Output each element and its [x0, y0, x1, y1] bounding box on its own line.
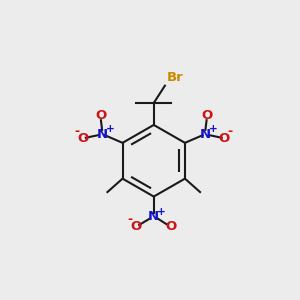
- Text: O: O: [95, 109, 106, 122]
- Text: +: +: [209, 124, 218, 134]
- Text: N: N: [200, 128, 211, 141]
- Text: -: -: [228, 125, 233, 138]
- Text: N: N: [148, 210, 159, 224]
- Text: -: -: [127, 213, 132, 226]
- Text: O: O: [166, 220, 177, 232]
- Text: N: N: [97, 128, 108, 141]
- Text: +: +: [157, 207, 166, 217]
- Text: O: O: [130, 220, 141, 232]
- Text: O: O: [77, 132, 88, 145]
- Text: O: O: [219, 132, 230, 145]
- Text: -: -: [75, 125, 80, 138]
- Text: +: +: [105, 124, 114, 134]
- Text: O: O: [201, 109, 212, 122]
- Text: Br: Br: [167, 71, 183, 84]
